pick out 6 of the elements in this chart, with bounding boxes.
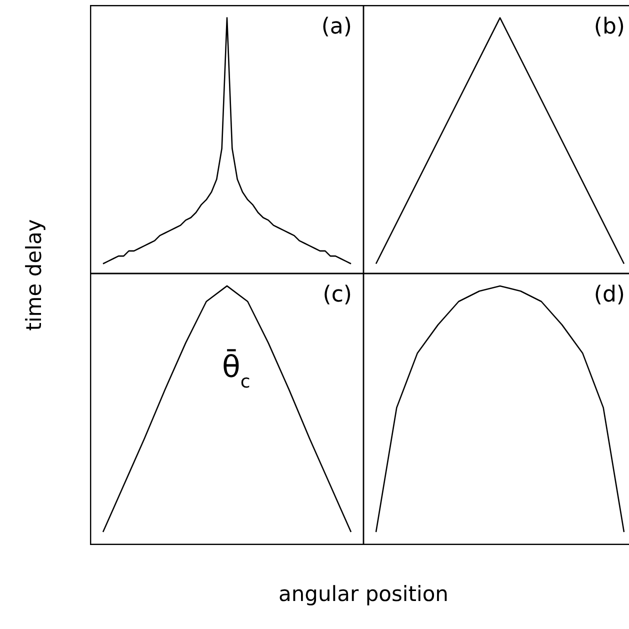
annotation: (c): [322, 282, 352, 308]
annotation: (a): [321, 14, 352, 40]
x-axis-title: angular position: [277, 582, 450, 606]
annotation: (b): [594, 14, 625, 40]
annotation: (d): [594, 282, 625, 308]
y-axis-title: time delay: [22, 219, 46, 331]
